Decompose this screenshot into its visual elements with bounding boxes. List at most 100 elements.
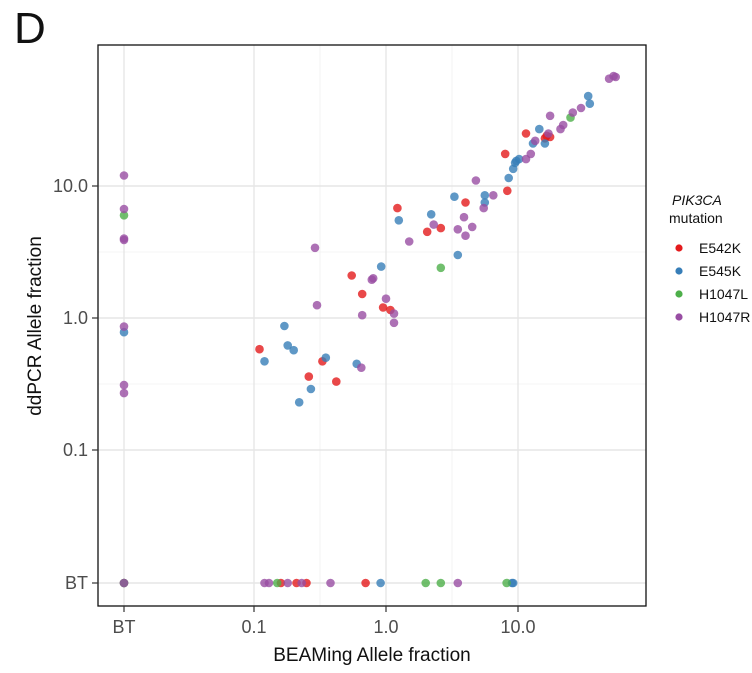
data-point-h1047r <box>530 136 540 146</box>
data-point-h1047r <box>326 578 335 588</box>
data-point-h1047r <box>389 309 399 318</box>
data-point-e545k <box>376 578 385 588</box>
data-point-h1047r <box>404 237 414 246</box>
data-point-e545k <box>504 173 513 183</box>
data-point-h1047r <box>119 380 129 390</box>
data-point-e542k <box>357 289 367 299</box>
data-point-h1047r <box>479 203 489 213</box>
y-tick-label: 10.0 <box>53 176 88 196</box>
data-point-h1047l <box>272 578 282 588</box>
data-point-h1047r <box>119 388 129 398</box>
legend-items: E542K E545K H1047L H1047R <box>675 240 750 325</box>
data-point-h1047r <box>264 578 274 588</box>
legend-label-h1047r: H1047R <box>699 309 750 325</box>
data-point-h1047r <box>459 212 469 222</box>
data-point-h1047r <box>310 243 320 253</box>
data-point-h1047r <box>119 204 129 214</box>
data-point-h1047r <box>453 225 463 234</box>
data-point-e545k <box>450 192 459 201</box>
y-axis-title: ddPCR Allele fraction <box>25 236 46 416</box>
data-point-e542k <box>503 186 512 196</box>
data-point-h1047r <box>283 578 293 588</box>
data-point-h1047r <box>119 578 129 588</box>
data-point-e542k <box>378 303 388 312</box>
data-point-e542k <box>332 377 341 386</box>
data-point-h1047r <box>489 191 498 200</box>
data-point-h1047r <box>381 294 391 304</box>
y-tick-label: 1.0 <box>63 308 88 328</box>
data-point-h1047r <box>526 149 536 159</box>
data-point-e545k <box>394 216 404 225</box>
panel-letter: D <box>14 4 46 53</box>
data-point-h1047r <box>576 103 586 113</box>
data-point-e545k <box>321 353 331 363</box>
data-point-e545k <box>535 124 544 134</box>
data-point-e542k <box>436 223 446 233</box>
data-point-e545k <box>508 578 518 588</box>
data-point-e545k <box>480 191 490 200</box>
data-point-h1047r <box>558 120 568 130</box>
data-point-h1047r <box>119 171 129 180</box>
data-point-h1047r <box>568 108 578 117</box>
legend-key-h1047l <box>675 290 683 298</box>
data-point-e542k <box>461 198 470 207</box>
data-point-e542k <box>393 203 402 213</box>
legend-key-e545k <box>675 267 683 275</box>
legend-title-mutation: mutation <box>669 210 723 226</box>
data-point-h1047r <box>119 235 129 245</box>
data-point-h1047l <box>436 578 446 588</box>
data-point-h1047r <box>611 72 620 82</box>
data-point-e542k <box>347 271 357 280</box>
data-point-e545k <box>294 398 304 407</box>
data-point-e545k <box>283 341 293 350</box>
x-tick-label: 1.0 <box>373 617 398 637</box>
legend-key-e542k <box>675 244 683 252</box>
legend-label-e545k: E545K <box>699 263 742 279</box>
data-point-e545k <box>289 345 299 355</box>
y-tick-label: BT <box>65 573 88 593</box>
data-point-h1047r <box>389 318 399 328</box>
data-point-e545k <box>583 91 593 101</box>
data-point-e545k <box>306 384 316 394</box>
data-point-h1047r <box>429 220 439 229</box>
data-point-e542k <box>361 578 370 588</box>
legend-label-e542k: E542K <box>699 240 742 256</box>
data-points <box>119 71 620 588</box>
data-point-e545k <box>453 250 463 260</box>
plot-border <box>97 44 647 607</box>
data-point-h1047r <box>357 363 366 373</box>
data-point-e545k <box>376 262 386 271</box>
data-point-h1047r <box>357 310 367 320</box>
legend-key-h1047r <box>675 313 683 321</box>
data-point-e542k <box>304 372 314 381</box>
data-point-e545k <box>426 210 436 219</box>
plot-area <box>98 45 646 606</box>
data-point-e545k <box>585 99 595 108</box>
legend: PIK3CA mutation E542K E545K H1047L H1047R <box>669 192 750 325</box>
data-point-h1047r <box>312 300 322 310</box>
data-point-h1047r <box>467 222 477 232</box>
data-point-e542k <box>500 149 510 159</box>
x-axis-ticks: BT 0.1 1.0 10.0 <box>112 606 536 637</box>
legend-title-gene: PIK3CA <box>672 192 722 208</box>
data-point-e545k <box>260 357 269 366</box>
data-point-h1047r <box>545 111 555 121</box>
data-point-h1047r <box>471 176 481 185</box>
data-point-e542k <box>422 227 432 237</box>
y-axis-ticks: BT 0.1 1.0 10.0 <box>53 176 98 593</box>
x-tick-label: BT <box>112 617 135 637</box>
data-point-e545k <box>280 321 289 331</box>
x-axis-title: BEAMing Allele fraction <box>273 645 471 666</box>
data-point-h1047r <box>297 578 307 588</box>
data-point-h1047l <box>436 263 446 273</box>
data-point-e542k <box>255 344 264 354</box>
data-point-e545k <box>540 139 550 148</box>
data-point-h1047r <box>461 231 470 240</box>
x-tick-label: 0.1 <box>241 617 266 637</box>
data-point-h1047r <box>453 578 463 588</box>
grid-lines <box>98 45 646 606</box>
data-point-h1047l <box>119 211 129 220</box>
data-point-h1047l <box>502 578 511 588</box>
y-tick-label: 0.1 <box>63 440 88 460</box>
